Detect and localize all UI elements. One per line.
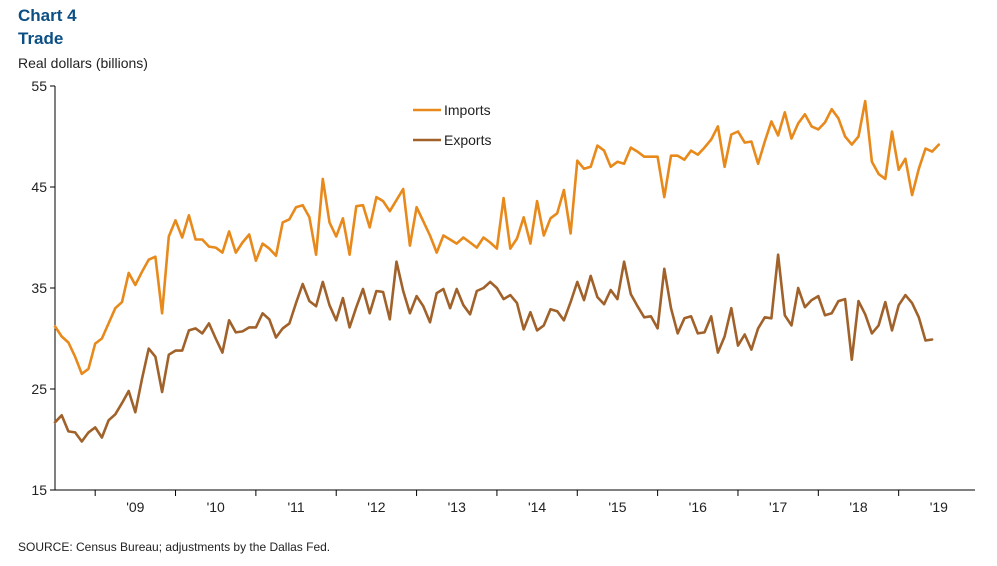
- y-tick-label: 35: [31, 280, 47, 296]
- x-tick-label: '10: [207, 499, 225, 515]
- plot-area: [53, 99, 941, 443]
- x-tick-label: '18: [849, 499, 867, 515]
- legend-label-imports: Imports: [444, 102, 491, 118]
- x-tick-label: '15: [608, 499, 626, 515]
- y-tick-label: 25: [31, 381, 47, 397]
- x-tick-label: '11: [287, 499, 304, 515]
- y-tick-label: 55: [31, 78, 47, 94]
- x-tick-label: '14: [528, 499, 546, 515]
- y-axis: 15 25 35 45 55: [31, 78, 56, 498]
- legend-label-exports: Exports: [444, 132, 491, 148]
- x-tick-label: '12: [367, 499, 385, 515]
- x-axis: '09 '10 '11 '12 '13 '14 '15 '16 '17 '18 '19: [55, 489, 975, 515]
- x-tick-label: '13: [448, 499, 466, 515]
- legend: Imports Exports: [413, 102, 491, 148]
- x-tick-label: '16: [689, 499, 707, 515]
- x-tick-label: '17: [769, 499, 787, 515]
- y-tick-label: 45: [31, 179, 47, 195]
- source-note: SOURCE: Census Bureau; adjustments by th…: [18, 540, 331, 554]
- x-tick-label: '09: [126, 499, 144, 515]
- y-tick-label: 15: [31, 482, 47, 498]
- x-tick-label: '19: [930, 499, 948, 515]
- series-line-exports: [53, 253, 934, 443]
- chart-title: Trade: [18, 29, 64, 48]
- y-axis-label: Real dollars (billions): [18, 55, 148, 71]
- series-line-imports: [53, 99, 941, 376]
- chart-number: Chart 4: [18, 6, 77, 25]
